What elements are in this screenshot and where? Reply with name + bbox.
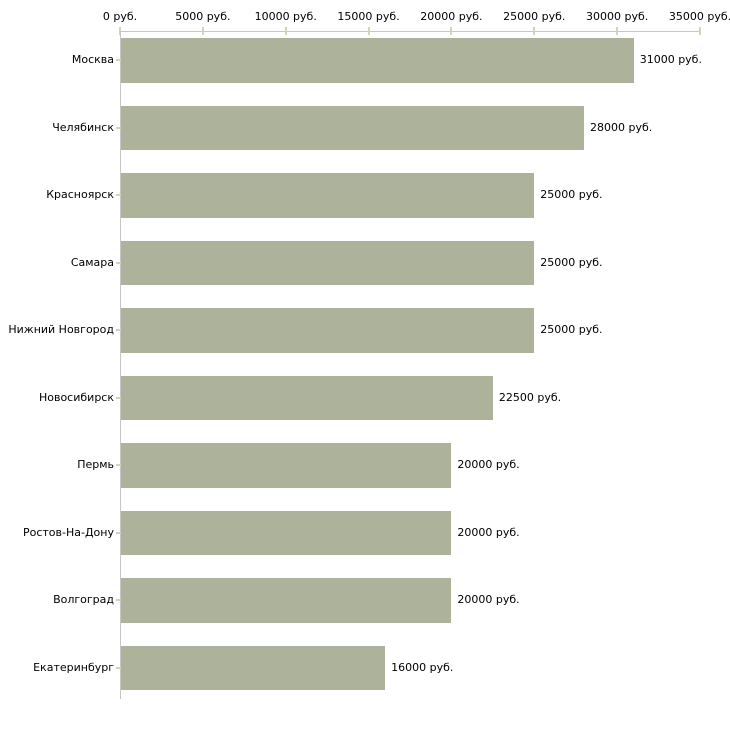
category-label: Екатеринбург <box>33 660 114 674</box>
value-label: 22500 руб. <box>498 390 562 404</box>
x-tick-label: 5000 руб. <box>175 10 231 23</box>
bar <box>121 443 452 488</box>
bar <box>121 578 452 623</box>
value-label: 25000 руб. <box>540 323 603 337</box>
x-tick-label: 25000 руб. <box>503 10 566 23</box>
x-tick-label: 35000 руб. <box>668 10 730 23</box>
category-label: Красноярск <box>46 188 114 202</box>
category-tick-mark <box>116 329 121 332</box>
x-tick-label: 15000 руб. <box>337 10 400 23</box>
bar <box>121 105 584 150</box>
x-tick-mark <box>367 27 370 35</box>
value-label: 16000 руб. <box>391 660 454 674</box>
value-label: 25000 руб. <box>540 188 603 202</box>
category-tick-mark <box>116 396 121 399</box>
bar <box>121 510 452 555</box>
bar <box>121 38 634 83</box>
bar <box>121 240 535 285</box>
category-label: Новосибирск <box>38 390 114 404</box>
category-tick-mark <box>116 531 121 534</box>
category-label: Самара <box>70 255 114 269</box>
x-tick-mark <box>533 27 536 35</box>
category-label: Волгоград <box>53 593 114 607</box>
y-axis-line <box>120 31 121 699</box>
bar <box>121 375 493 420</box>
x-tick-mark <box>284 27 287 35</box>
category-label: Ростов-На-Дону <box>22 525 114 539</box>
category-tick-mark <box>116 261 121 264</box>
x-tick-label: 0 руб. <box>102 10 138 23</box>
bar <box>121 308 535 353</box>
value-label: 20000 руб. <box>457 525 520 539</box>
x-tick-label: 10000 руб. <box>254 10 317 23</box>
category-label: Челябинск <box>52 120 114 134</box>
x-axis-line <box>120 31 701 32</box>
x-tick-mark <box>201 27 204 35</box>
category-label: Нижний Новгород <box>8 323 114 337</box>
bar <box>121 645 386 690</box>
value-label: 28000 руб. <box>590 120 653 134</box>
category-tick-mark <box>116 666 121 669</box>
category-tick-mark <box>116 194 121 197</box>
category-tick-mark <box>116 59 121 62</box>
category-tick-mark <box>116 599 121 602</box>
x-tick-label: 20000 руб. <box>420 10 483 23</box>
category-tick-mark <box>116 464 121 467</box>
value-label: 31000 руб. <box>639 53 702 67</box>
value-label: 20000 руб. <box>457 593 520 607</box>
category-tick-mark <box>116 126 121 129</box>
value-label: 25000 руб. <box>540 255 603 269</box>
bar <box>121 173 535 218</box>
category-label: Москва <box>71 53 114 67</box>
x-tick-mark <box>450 27 453 35</box>
x-tick-label: 30000 руб. <box>586 10 649 23</box>
value-label: 20000 руб. <box>457 458 520 472</box>
x-tick-mark <box>699 27 701 35</box>
x-tick-mark <box>616 27 619 35</box>
category-label: Пермь <box>77 458 114 472</box>
